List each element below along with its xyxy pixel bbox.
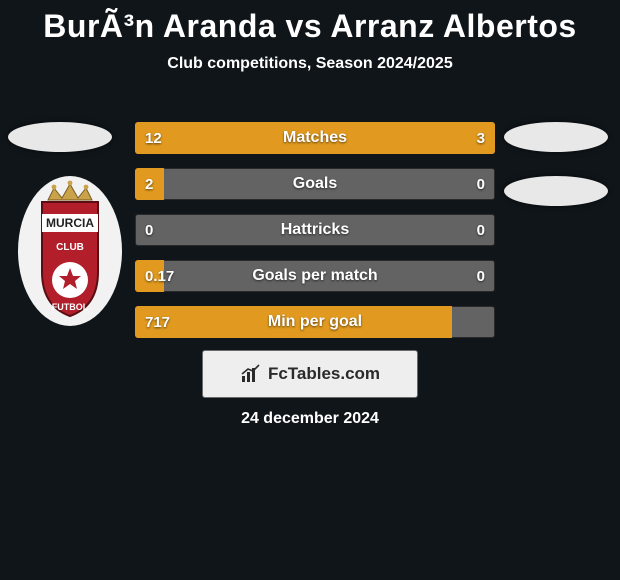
svg-text:MURCIA: MURCIA bbox=[46, 216, 94, 230]
stat-row: Goals per match 0.17 0 bbox=[135, 260, 495, 292]
svg-text:FUTBOL: FUTBOL bbox=[52, 302, 89, 312]
club-crest: MURCIA CLUB FUTBOL bbox=[18, 176, 122, 326]
stat-value-right: 0 bbox=[477, 168, 485, 200]
stat-value-left: 2 bbox=[145, 168, 153, 200]
stat-value-left: 0.17 bbox=[145, 260, 174, 292]
player-flag-right-2 bbox=[504, 176, 608, 206]
stat-value-left: 12 bbox=[145, 122, 162, 154]
player-flag-left bbox=[8, 122, 112, 152]
stat-row: Goals 2 0 bbox=[135, 168, 495, 200]
stat-value-right: 0 bbox=[477, 260, 485, 292]
stat-label: Goals per match bbox=[135, 260, 495, 292]
stat-value-right: 0 bbox=[477, 214, 485, 246]
player-flag-right-1 bbox=[504, 122, 608, 152]
date-text: 24 december 2024 bbox=[0, 410, 620, 428]
stat-label: Min per goal bbox=[135, 306, 495, 338]
stat-label: Hattricks bbox=[135, 214, 495, 246]
page-title: BurÃ³n Aranda vs Arranz Albertos bbox=[0, 0, 620, 45]
footer-brand-text: FcTables.com bbox=[268, 364, 380, 384]
stats-container: Matches 12 3 Goals 2 0 Hattricks 0 0 Goa… bbox=[135, 122, 495, 352]
chart-icon bbox=[240, 363, 262, 385]
stat-value-right: 3 bbox=[477, 122, 485, 154]
stat-row: Min per goal 717 bbox=[135, 306, 495, 338]
stat-label: Goals bbox=[135, 168, 495, 200]
stat-row: Hattricks 0 0 bbox=[135, 214, 495, 246]
footer-brand-badge[interactable]: FcTables.com bbox=[202, 350, 418, 398]
page-subtitle: Club competitions, Season 2024/2025 bbox=[0, 55, 620, 73]
stat-row: Matches 12 3 bbox=[135, 122, 495, 154]
stat-label: Matches bbox=[135, 122, 495, 154]
stat-value-left: 717 bbox=[145, 306, 170, 338]
svg-text:CLUB: CLUB bbox=[56, 242, 84, 253]
stat-value-left: 0 bbox=[145, 214, 153, 246]
